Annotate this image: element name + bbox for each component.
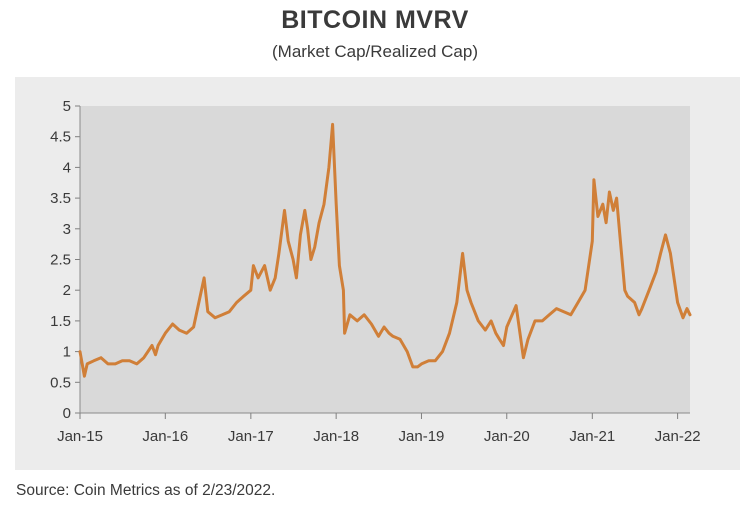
y-tick-label: 2.5 (50, 252, 71, 269)
x-tick-label: Jan-18 (313, 428, 359, 445)
y-tick-label: 4 (63, 159, 71, 176)
source-note: Source: Coin Metrics as of 2/23/2022. (16, 482, 276, 499)
y-tick-label: 3 (63, 221, 71, 238)
x-tick-label: Jan-19 (399, 428, 445, 445)
mvrv-series-line (78, 122, 692, 378)
y-tick-label: 1 (63, 344, 71, 361)
y-tick-label: 0.5 (50, 374, 71, 391)
x-tick-label: Jan-16 (142, 428, 188, 445)
y-tick-label: 0 (63, 405, 71, 422)
chart-subtitle: (Market Cap/Realized Cap) (272, 42, 478, 61)
y-tick-label: 4.5 (50, 129, 71, 146)
y-tick-label: 2 (63, 282, 71, 299)
x-tick-label: Jan-21 (569, 428, 615, 445)
x-tick-label: Jan-17 (228, 428, 274, 445)
y-tick-label: 3.5 (50, 190, 71, 207)
mvrv-line-chart: 0 0.5 1 1.5 2 2.5 3 3.5 4 4.5 5 Jan-15 Jan-16 Jan-17 J… (50, 98, 701, 445)
y-tick-label: 5 (63, 98, 71, 115)
x-tick-label: Jan-20 (484, 428, 530, 445)
chart-title: BITCOIN MVRV (281, 6, 469, 34)
y-tick-label: 1.5 (50, 313, 71, 330)
x-tick-label: Jan-15 (57, 428, 103, 445)
chart-panel: 0 0.5 1 1.5 2 2.5 3 3.5 4 4.5 5 Jan-15 Jan-16 Jan-17 J… (15, 77, 740, 470)
x-tick-label: Jan-22 (655, 428, 701, 445)
plot-area (80, 106, 690, 413)
